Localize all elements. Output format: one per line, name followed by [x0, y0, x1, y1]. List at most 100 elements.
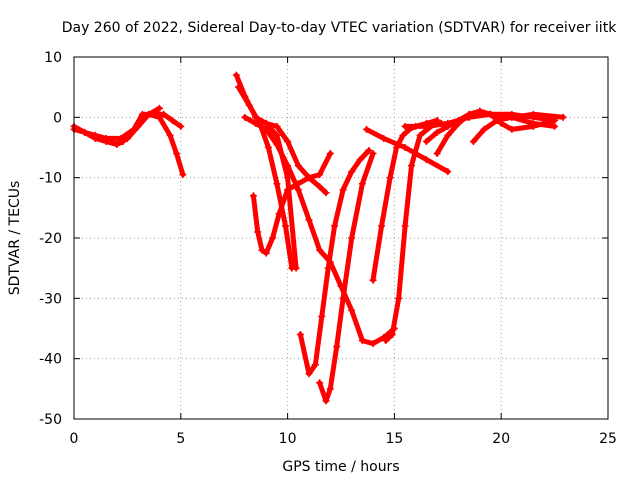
data-point-marker	[407, 162, 415, 170]
data-point-marker	[339, 186, 347, 194]
axis-ticks: 0 5 10 15 20 25 -50 -40 -30 -20 -10 0 10	[39, 50, 617, 447]
data-point-marker	[273, 180, 281, 188]
data-point-marker	[369, 276, 377, 284]
data-point-marker	[305, 370, 313, 378]
data-point-marker	[316, 379, 324, 387]
data-point-marker	[388, 331, 396, 339]
data-point-marker	[465, 110, 473, 118]
y-tick-label: -40	[39, 352, 62, 368]
series-arc-8	[262, 119, 330, 197]
data-point-marker	[254, 228, 262, 236]
data-point-marker	[232, 71, 240, 79]
data-point-marker	[91, 134, 99, 142]
data-point-marker	[249, 192, 257, 200]
data-point-marker	[444, 168, 452, 176]
data-point-marker	[358, 180, 366, 188]
data-point-marker	[234, 83, 242, 91]
x-axis-label: GPS time / hours	[282, 459, 399, 475]
data-point-marker	[322, 397, 330, 405]
y-tick-label: -30	[39, 291, 62, 307]
data-point-marker	[487, 110, 495, 118]
data-point-marker	[551, 122, 559, 130]
data-point-marker	[258, 246, 266, 254]
data-point-marker	[269, 234, 277, 242]
data-point-marker	[241, 113, 249, 121]
x-tick-label: 10	[279, 431, 297, 447]
data-point-marker	[322, 189, 330, 197]
data-point-marker	[380, 134, 388, 142]
x-tick-label: 25	[599, 431, 617, 447]
data-point-marker	[311, 361, 319, 369]
data-point-marker	[264, 144, 272, 151]
y-tick-label: -20	[39, 231, 62, 247]
y-tick-label: 0	[53, 110, 62, 126]
data-point-marker	[281, 222, 289, 230]
data-point-marker	[275, 210, 283, 218]
data-point-marker	[416, 131, 424, 139]
data-point-marker	[273, 140, 281, 148]
data-point-marker	[348, 306, 356, 314]
data-point-marker	[294, 162, 302, 170]
data-point-marker	[262, 119, 270, 127]
data-point-marker	[333, 343, 341, 351]
data-point-marker	[316, 246, 324, 254]
data-point-marker	[469, 137, 477, 145]
data-point-marker	[369, 150, 377, 158]
data-point-marker	[551, 116, 559, 124]
data-point-marker	[179, 171, 187, 179]
data-point-marker	[273, 122, 281, 130]
data-point-marker	[444, 122, 452, 130]
data-point-marker	[155, 104, 163, 112]
data-point-marker	[316, 183, 324, 191]
data-point-marker	[559, 113, 567, 121]
data-point-marker	[369, 340, 377, 348]
data-series	[70, 71, 567, 405]
x-tick-label: 0	[70, 431, 79, 447]
data-point-marker	[326, 150, 334, 158]
data-point-marker	[245, 101, 253, 109]
data-point-marker	[294, 186, 302, 194]
data-point-marker	[262, 125, 270, 133]
data-point-marker	[145, 110, 153, 118]
data-point-marker	[284, 186, 292, 194]
data-point-marker	[262, 249, 270, 257]
data-point-marker	[331, 222, 339, 230]
y-tick-label: 10	[44, 50, 62, 66]
series-trace	[297, 148, 372, 377]
data-point-marker	[296, 331, 304, 339]
data-point-marker	[138, 110, 146, 118]
data-point-marker	[284, 137, 292, 145]
data-point-marker	[356, 156, 364, 164]
data-point-marker	[433, 150, 441, 158]
data-point-marker	[529, 110, 537, 118]
data-point-marker	[422, 156, 430, 164]
data-point-marker	[284, 162, 292, 170]
data-point-marker	[348, 234, 356, 242]
data-point-marker	[173, 150, 181, 158]
data-point-marker	[444, 131, 452, 139]
data-point-marker	[252, 119, 260, 127]
series-arc-10	[296, 147, 373, 378]
data-point-marker	[480, 125, 488, 133]
data-point-marker	[305, 216, 313, 224]
data-point-marker	[358, 337, 366, 345]
data-point-marker	[273, 131, 281, 139]
data-point-marker	[422, 122, 430, 130]
series-arc-11	[316, 150, 377, 405]
x-tick-label: 5	[176, 431, 185, 447]
series-arc-14	[363, 125, 452, 176]
data-point-marker	[363, 125, 371, 133]
data-point-marker	[81, 128, 89, 136]
data-point-marker	[339, 294, 347, 302]
data-point-marker	[497, 119, 505, 127]
data-point-marker	[288, 264, 296, 272]
data-point-marker	[529, 122, 537, 130]
data-point-marker	[168, 116, 176, 124]
data-point-marker	[476, 107, 484, 115]
series-arc-4	[145, 110, 187, 179]
data-point-marker	[401, 122, 409, 130]
data-point-marker	[399, 131, 407, 139]
y-axis-label: SDTVAR / TECUs	[7, 181, 23, 296]
x-tick-label: 20	[492, 431, 510, 447]
